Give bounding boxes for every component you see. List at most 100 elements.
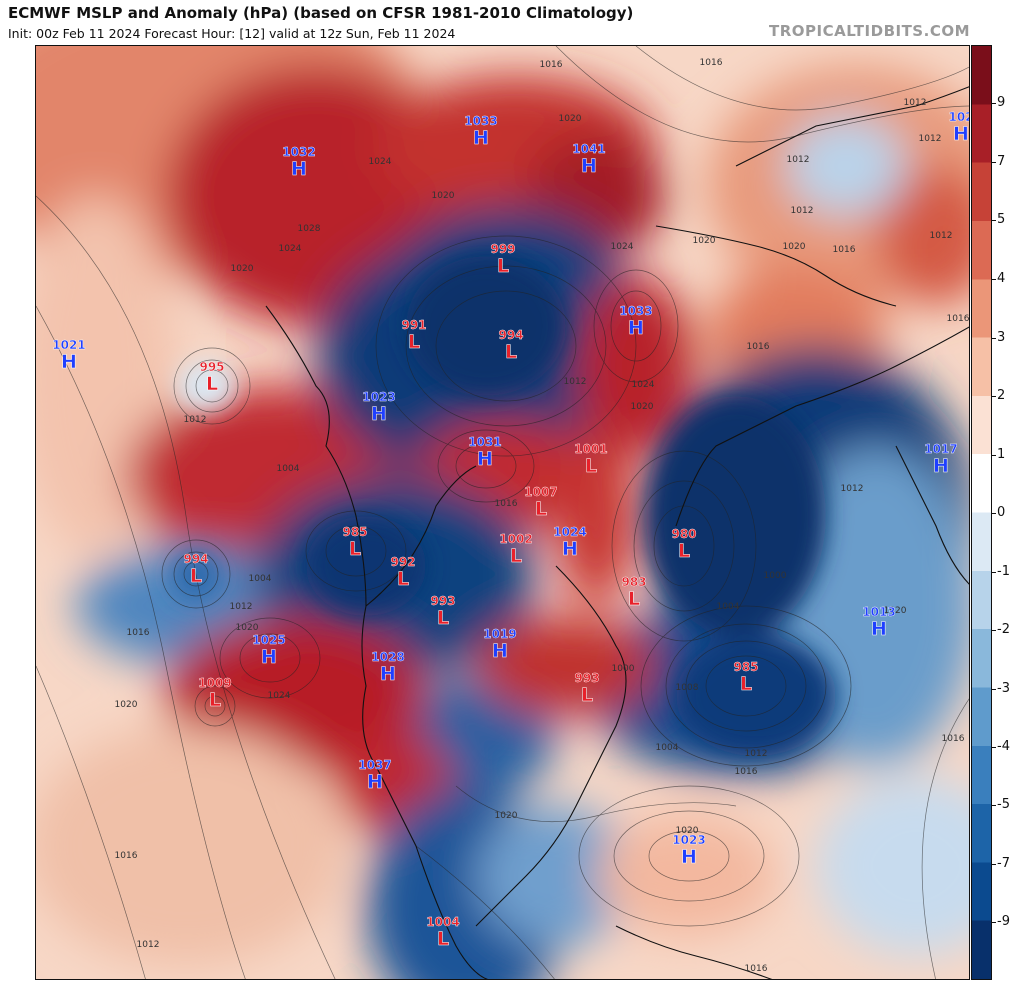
colorbar-tick-mark: [992, 572, 996, 573]
pressure-value: 1002: [499, 532, 532, 546]
colorbar-tick-label: -5: [997, 797, 1010, 812]
isobar-label: 1012: [787, 155, 810, 165]
colorbar-tick-label: 7: [997, 154, 1006, 169]
pressure-value: 999: [490, 242, 515, 256]
pressure-value: 1037: [358, 758, 391, 772]
pressure-symbol: L: [628, 588, 640, 610]
isobar-lines: [36, 46, 969, 979]
pressure-symbol: L: [349, 538, 361, 560]
pressure-value: 1041: [572, 142, 605, 156]
isobar-label: 1024: [611, 242, 634, 252]
pressure-value: 994: [183, 552, 208, 566]
pressure-symbol: H: [871, 618, 887, 640]
colorbar-tick-label: -4: [997, 739, 1010, 754]
isobar-label: 1012: [745, 749, 768, 759]
colorbar-tick-label: -9: [997, 914, 1010, 929]
anomaly-colorbar: [971, 45, 992, 980]
anomaly-cores: [171, 256, 836, 756]
pressure-symbol: H: [628, 317, 644, 339]
colorbar-tick-mark: [992, 103, 996, 104]
isobar-label: 1024: [279, 244, 302, 254]
colorbar-tick-mark: [992, 220, 996, 221]
pressure-value: 1017: [924, 442, 957, 456]
pressure-value: 1031: [468, 435, 501, 449]
isobar-label: 1004: [717, 602, 740, 612]
isobar-label: 1012: [230, 602, 253, 612]
pressure-value: 1025: [252, 633, 285, 647]
isobar-label: 1028: [298, 224, 321, 234]
pressure-value: 993: [430, 594, 455, 608]
pressure-symbol: H: [291, 158, 307, 180]
colorbar-tick-label: 2: [997, 388, 1006, 403]
isobar-label: 1000: [612, 664, 635, 674]
colorbar-tick-mark: [992, 513, 996, 514]
pressure-value: 1001: [574, 442, 607, 456]
pressure-value: 1024: [553, 525, 586, 539]
mslp-anomaly-map: 1016 1016 1012 1012 1020 1024 1012 1012 1020 1028…: [35, 45, 970, 980]
isobar-label: 1020: [631, 402, 654, 412]
colorbar-tick-label: -2: [997, 622, 1010, 637]
pressure-symbol: L: [585, 455, 597, 477]
pressure-centers: 1032H1033H1041H102H999L1021H995L991L994L…: [52, 110, 969, 950]
pressure-value: 980: [671, 527, 696, 541]
isobar-label: 1020: [676, 826, 699, 836]
colorbar-tick-mark: [992, 630, 996, 631]
pressure-symbol: L: [510, 545, 522, 567]
isobar-label: 1016: [115, 851, 138, 861]
isobar-label: 1016: [947, 314, 970, 324]
pressure-symbol: H: [562, 538, 578, 560]
pressure-symbol: H: [371, 403, 387, 425]
isobar-label: 1012: [137, 940, 160, 950]
isobar-label: 1020: [559, 114, 582, 124]
isobar-label: 1012: [904, 98, 927, 108]
isobar-label: 1016: [495, 499, 518, 509]
colorbar-tick-label: -7: [997, 856, 1010, 871]
colorbar-tick-mark: [992, 279, 996, 280]
isobar-label: 1012: [841, 484, 864, 494]
pressure-symbol: H: [473, 127, 489, 149]
colorbar-tick-mark: [992, 922, 996, 923]
isobar-label: 1000: [764, 571, 787, 581]
isobar-label: 1020: [495, 811, 518, 821]
pressure-value: 1023: [362, 390, 395, 404]
pressure-value: 1033: [464, 114, 497, 128]
colorbar-tick-label: 0: [997, 505, 1006, 520]
pressure-value: 991: [401, 318, 426, 332]
isobar-label: 1012: [919, 134, 942, 144]
isobar-label: 1008: [676, 683, 699, 693]
map-subtitle: Init: 00z Feb 11 2024 Forecast Hour: [12…: [8, 26, 456, 41]
pressure-symbol: L: [535, 498, 547, 520]
pressure-symbol: H: [477, 448, 493, 470]
pressure-value: 1023: [672, 833, 705, 847]
pressure-symbol: H: [367, 771, 383, 793]
isobar-label: 1020: [432, 191, 455, 201]
colorbar-tick-mark: [992, 455, 996, 456]
pressure-symbol: L: [437, 607, 449, 629]
pressure-value: 985: [733, 660, 758, 674]
colorbar-tick-mark: [992, 689, 996, 690]
isobar-label: 1012: [791, 206, 814, 216]
isobar-label: 1020: [115, 700, 138, 710]
isobar-label: 1016: [942, 734, 965, 744]
pressure-value: 995: [199, 360, 224, 374]
coastlines: [265, 86, 969, 979]
colorbar-tick-mark: [992, 747, 996, 748]
pressure-symbol: H: [953, 123, 969, 145]
